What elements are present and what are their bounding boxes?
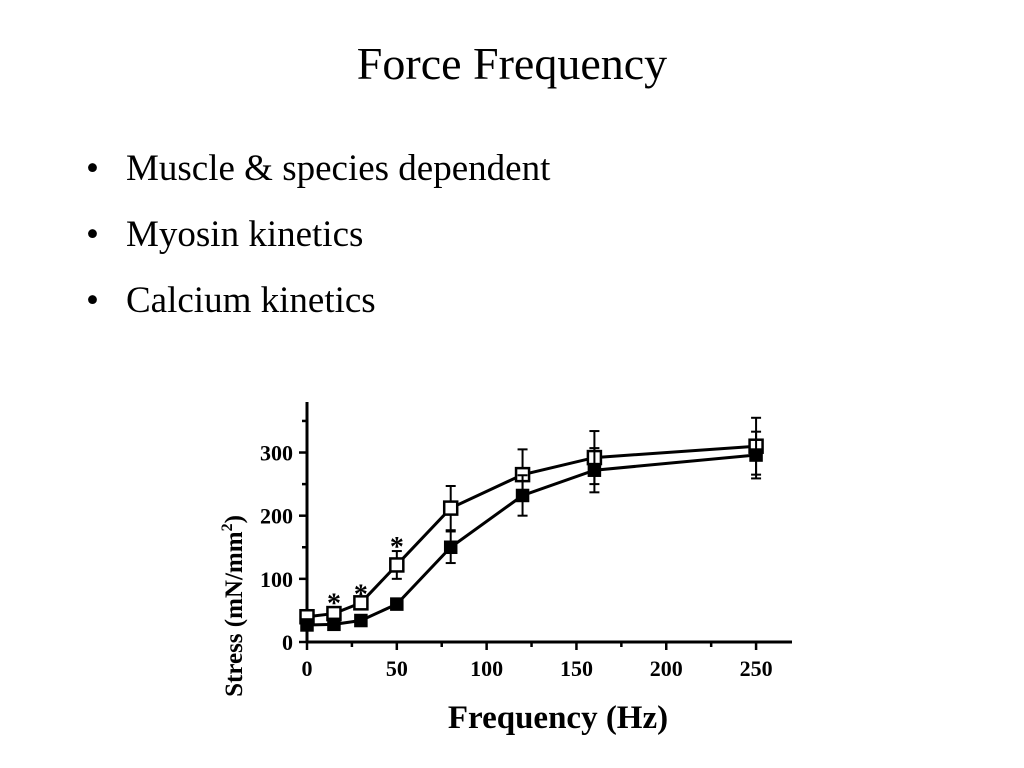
x-tick-label: 150 [560, 656, 593, 681]
bullet-dot-icon: • [86, 280, 99, 321]
y-axis-title: Stress (mN/mm2) [219, 515, 248, 697]
bullet-dot-icon: • [86, 214, 99, 255]
series-1 [300, 430, 763, 632]
y-tick-label: 200 [260, 504, 293, 529]
filled-square-point [300, 618, 314, 632]
x-tick-label: 250 [740, 656, 773, 681]
x-tick-label: 200 [650, 656, 683, 681]
bullet-text: Calcium kinetics [126, 280, 376, 321]
y-tick-label: 300 [260, 441, 293, 466]
x-axis-title: Frequency (Hz) [448, 700, 668, 736]
bullet-item: • Myosin kinetics [86, 202, 550, 268]
bullet-text: Myosin kinetics [126, 214, 364, 255]
y-axis-title-sup: 2 [219, 523, 236, 531]
filled-square-point [587, 463, 602, 477]
x-tick-label: 50 [386, 656, 408, 681]
series-line [306, 444, 757, 619]
y-tick-label: 100 [260, 567, 293, 592]
filled-square-point [749, 448, 763, 462]
bullet-item: • Muscle & species dependent [86, 136, 550, 202]
filled-square-point [354, 613, 368, 628]
significance-asterisk: * [354, 579, 368, 610]
series-line [306, 453, 757, 627]
open-square-point [389, 557, 405, 573]
filled-square-point [327, 617, 341, 632]
bullet-dot-icon: • [86, 148, 99, 189]
stress-frequency-chart: Stress (mN/mm2) Frequency (Hz) 0 100 200 30… [219, 402, 792, 736]
y-tick-label: 0 [282, 630, 293, 655]
bullet-list: • Muscle & species dependent • Myosin ki… [86, 136, 550, 334]
significance-asterisk: * [390, 532, 404, 563]
open-square-point [353, 595, 369, 611]
significance-asterisk: * [327, 588, 341, 619]
filled-square-point [515, 488, 530, 503]
open-square-point [442, 500, 459, 516]
bullet-text: Muscle & species dependent [126, 148, 551, 189]
x-tick-label: 100 [470, 656, 503, 681]
bullet-item: • Calcium kinetics [86, 268, 550, 334]
series-0 [299, 416, 764, 625]
y-axis-title-close: ) [221, 515, 248, 523]
filled-square-point [390, 597, 404, 611]
y-axis-title-main: Stress (mN/mm [221, 531, 248, 697]
x-tick-label: 0 [302, 656, 313, 681]
slide-title: Force Frequency [356, 38, 668, 89]
filled-square-point [443, 540, 458, 555]
